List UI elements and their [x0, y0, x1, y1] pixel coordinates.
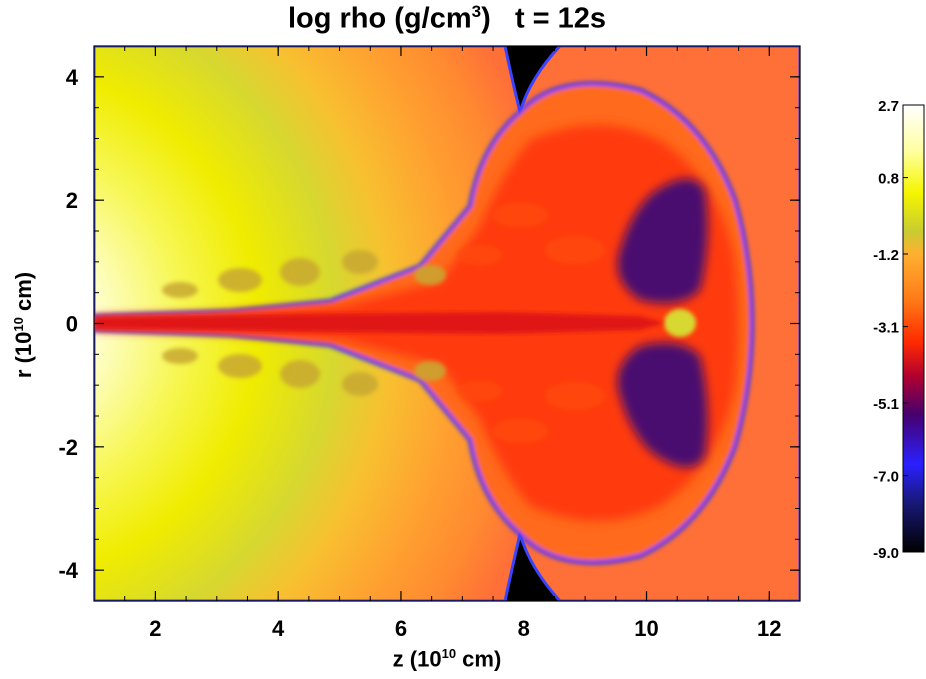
title-main: log rho (g/cm [287, 2, 472, 35]
colorbar-tick-label: -3.1 [873, 320, 899, 337]
x-axis-label-text: z (10 [392, 646, 442, 672]
density-field [94, 46, 800, 601]
jet-beam [94, 312, 665, 334]
x-axis-label-suffix: cm) [456, 646, 502, 672]
y-axis-label-text: r (10 [11, 331, 37, 379]
title-superscript: 3 [471, 2, 482, 21]
colorbar-tick-label: -9.0 [873, 545, 899, 562]
colorbar-tick-label: -7.0 [873, 469, 899, 486]
x-tick-label: 4 [272, 616, 285, 641]
y-tick-label: 4 [66, 65, 79, 90]
x-axis-label: z (1010 cm) [94, 646, 800, 672]
turbulent-eddies [162, 250, 446, 396]
x-tick-label: 8 [518, 616, 530, 641]
colorbar-tick-label: 0.8 [878, 171, 899, 188]
title-suffix: ) [481, 2, 491, 35]
low-density-lobe-lower [617, 342, 708, 468]
y-axis-label: r (1010 cm) [11, 272, 37, 378]
jet-head-hotspot [664, 309, 696, 337]
colorbar: 2.7 0.8 -1.2 -3.1 -5.1 -7.0 -9.0 [873, 98, 925, 562]
plot-area: 2 4 6 8 10 12 4 2 0 -2 -4 [58, 45, 801, 641]
colorbar-tick-label: 2.7 [878, 98, 899, 115]
title-time: t = 12s [514, 2, 607, 35]
x-tick-label: 12 [757, 616, 781, 641]
low-density-lobe-upper [617, 178, 708, 304]
y-tick-label: -4 [58, 558, 78, 583]
y-tick-label: 2 [66, 188, 78, 213]
colorbar-strip [902, 104, 925, 553]
chart-title: log rho (g/cm3) t = 12s [94, 2, 800, 36]
x-tick-label: 2 [149, 616, 161, 641]
x-tick-label: 6 [395, 616, 407, 641]
y-axis-ticks: 4 2 0 -2 -4 [58, 45, 800, 602]
x-axis-ticks: 2 4 6 8 10 12 [93, 46, 801, 641]
x-tick-label: 10 [634, 616, 658, 641]
y-tick-label: 0 [66, 312, 78, 337]
x-axis-label-superscript: 10 [441, 646, 457, 661]
colorbar-tick-label: -1.2 [873, 247, 899, 264]
y-axis-label-suffix: cm) [11, 271, 37, 318]
turbulent-shear-layer [458, 203, 605, 443]
colorbar-ticks: 2.7 0.8 -1.2 -3.1 -5.1 -7.0 -9.0 [873, 98, 908, 562]
y-tick-label: -2 [58, 435, 78, 460]
colorbar-tick-label: -5.1 [873, 396, 899, 413]
y-axis-label-superscript: 10 [10, 317, 26, 332]
